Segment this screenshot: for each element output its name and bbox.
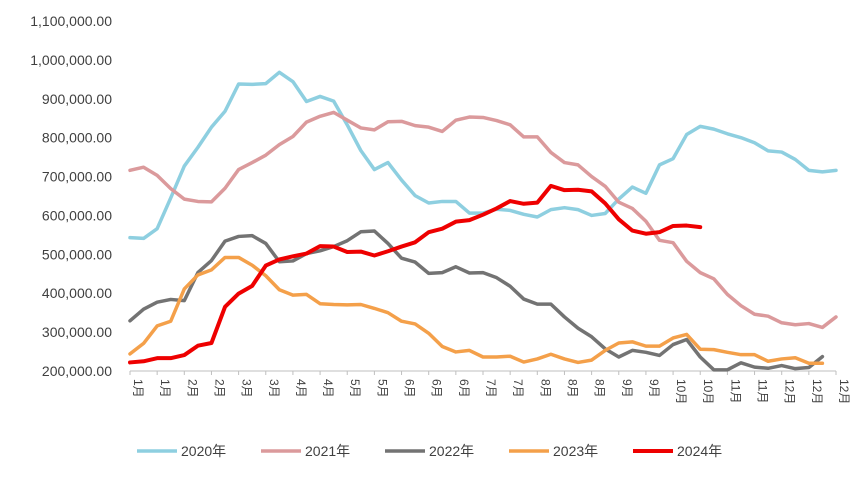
x-tick-label: 11月 <box>756 379 770 403</box>
y-tick-label: 900,000.00 <box>42 91 112 107</box>
series-line <box>128 183 703 365</box>
x-tick-label: 10月 <box>674 379 688 404</box>
legend-label: 2022年 <box>429 443 474 459</box>
x-tick-label: 12月 <box>810 379 824 404</box>
x-tick-label: 7月 <box>511 379 525 398</box>
y-tick-label: 1,100,000.00 <box>30 13 112 29</box>
x-tick-label: 6月 <box>430 379 444 398</box>
x-tick-label: 9月 <box>620 379 634 398</box>
y-tick-label: 200,000.00 <box>42 363 112 379</box>
series-line <box>128 255 825 365</box>
series-line <box>128 110 838 330</box>
y-tick-label: 300,000.00 <box>42 324 112 340</box>
x-tick-label: 2月 <box>212 379 226 398</box>
x-tick-label: 1月 <box>131 379 145 398</box>
y-axis: 200,000.00 300,000.00 400,000.00 500,000.00… <box>30 13 112 379</box>
x-tick-label: 6月 <box>403 379 417 398</box>
x-tick-label: 2月 <box>185 379 199 398</box>
x-tick-label: 12月 <box>783 379 797 404</box>
x-tick-label: 4月 <box>294 379 308 398</box>
y-tick-label: 500,000.00 <box>42 246 112 262</box>
legend: 2020年 2021年 2022年 2023年 2024年 <box>137 443 722 459</box>
x-tick-label: 9月 <box>647 379 661 398</box>
x-tick-label: 6月 <box>457 379 471 398</box>
x-tick-label: 11月 <box>728 379 742 403</box>
x-tick-label: 12月 <box>837 379 851 404</box>
x-tick-label: 4月 <box>321 379 335 398</box>
series-lines <box>128 70 838 372</box>
x-axis: 1月 1月 2月 2月 3月 3月 4月 4月 5月 5月 6月 6月 6月 7月 7月 8月 8月 8月 9月 9月… <box>129 370 851 404</box>
x-tick-label: 10月 <box>701 379 715 404</box>
x-tick-label: 8月 <box>593 379 607 398</box>
x-tick-label: 5月 <box>348 379 362 398</box>
y-tick-label: 600,000.00 <box>42 207 112 223</box>
x-tick-label: 5月 <box>375 379 389 398</box>
x-tick-label: 8月 <box>565 379 579 398</box>
y-tick-label: 1,000,000.00 <box>30 52 112 68</box>
y-tick-label: 800,000.00 <box>42 130 112 146</box>
legend-label: 2021年 <box>305 443 350 459</box>
legend-label: 2023年 <box>553 443 598 459</box>
y-tick-label: 700,000.00 <box>42 169 112 185</box>
legend-label: 2024年 <box>677 443 722 459</box>
series-line <box>128 229 825 372</box>
y-tick-label: 400,000.00 <box>42 285 112 301</box>
x-tick-label: 1月 <box>158 379 172 398</box>
legend-label: 2020年 <box>181 443 226 459</box>
x-tick-label: 7月 <box>484 379 498 398</box>
x-tick-label: 3月 <box>267 379 281 398</box>
x-tick-label: 8月 <box>538 379 552 398</box>
x-tick-label: 3月 <box>240 379 254 398</box>
